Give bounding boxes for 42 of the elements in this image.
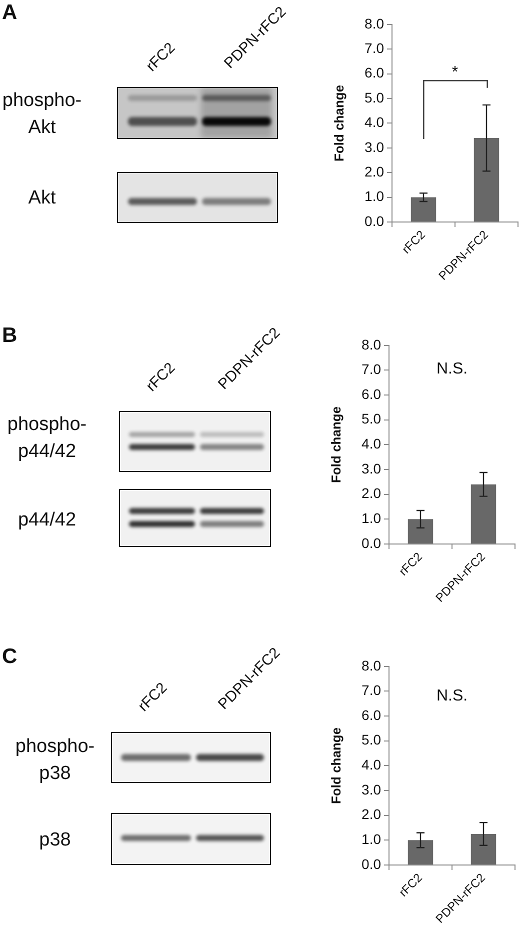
y-tick-label: 2.0: [364, 163, 384, 180]
y-tick-label: 7.0: [364, 40, 384, 56]
y-tick-label: 1.0: [362, 510, 382, 526]
y-tick-label: 4.0: [364, 114, 384, 130]
text: phospho-Akt: [1, 89, 83, 140]
y-tick-label: 8.0: [362, 657, 382, 674]
y-tick-label: 5.0: [362, 410, 382, 427]
y-tick-label: 3.0: [364, 138, 384, 155]
y-tick-label: 3.0: [362, 460, 382, 476]
y-tick-label: 7.0: [362, 361, 382, 378]
annotation: N.S.: [436, 688, 468, 705]
y-tick-label: 7.0: [362, 682, 382, 698]
y-tick-label: 1.0: [362, 831, 382, 848]
y-tick-label: 3.0: [362, 781, 382, 798]
y-tick-label: 0.0: [362, 856, 382, 872]
y-tick-label: 8.0: [362, 336, 382, 352]
y-tick-label: 6.0: [362, 386, 382, 402]
text: A: [2, 1, 18, 25]
y-tick-label: 2.0: [362, 485, 382, 502]
y-tick-label: 1.0: [364, 188, 384, 204]
y-axis-title: Fold change: [328, 727, 344, 804]
y-tick-label: 4.0: [362, 436, 382, 452]
y-tick-label: 2.0: [362, 806, 382, 822]
text: C: [2, 645, 18, 669]
y-tick-label: 8.0: [364, 15, 384, 32]
text: p44/42: [16, 508, 78, 532]
y-tick-label: 0.0: [362, 534, 382, 551]
y-tick-label: 6.0: [364, 64, 384, 81]
y-tick-label: 0.0: [364, 212, 384, 229]
y-tick-label: 5.0: [362, 732, 382, 748]
annotation: *: [452, 64, 458, 82]
text: B: [2, 324, 18, 348]
y-axis-title: Fold change: [331, 84, 346, 162]
y-tick-label: 6.0: [362, 706, 382, 723]
text: p38: [38, 828, 72, 852]
annotation: N.S.: [436, 360, 468, 378]
text: phospho-p44/42: [6, 413, 88, 464]
y-axis-title: Fold change: [328, 406, 344, 483]
text: Akt: [27, 186, 57, 210]
y-tick-label: 4.0: [362, 756, 382, 773]
text: phospho-p38: [14, 735, 96, 786]
y-tick-label: 5.0: [364, 89, 384, 106]
